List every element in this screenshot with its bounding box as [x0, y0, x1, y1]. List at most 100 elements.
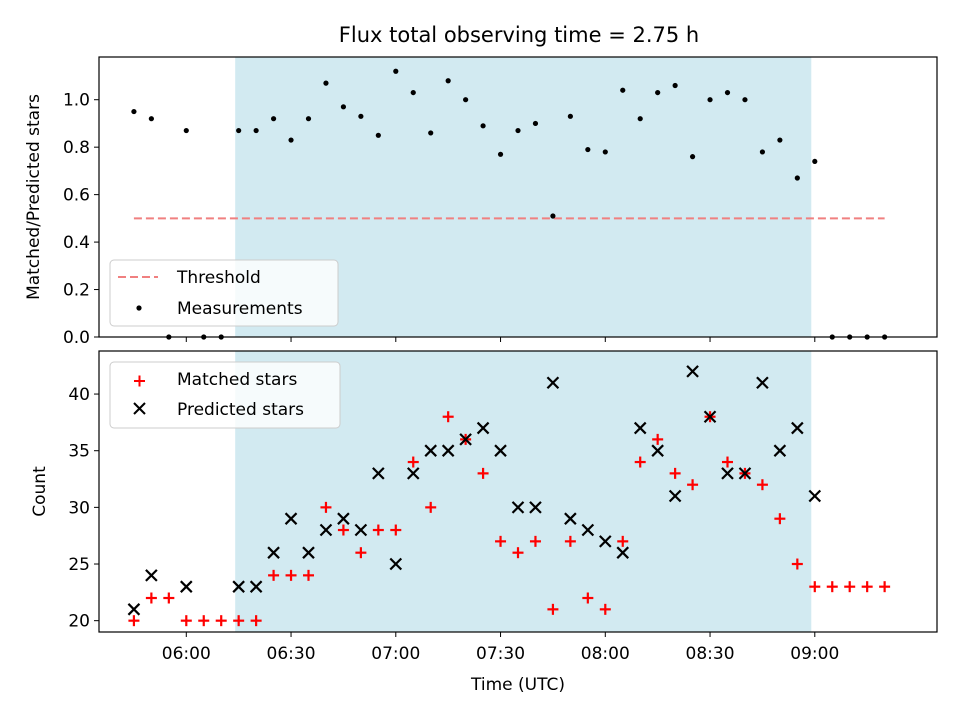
predicted-star-marker: [703, 410, 717, 423]
bottom-y-tick-label: 20: [68, 612, 90, 632]
matched-star-marker: [879, 581, 891, 593]
matched-star-marker: [599, 603, 611, 615]
predicted-star-marker: [232, 580, 245, 593]
measurement-point: [305, 116, 312, 122]
matched-star-marker: [564, 535, 576, 547]
matched-star-marker: [303, 569, 314, 581]
x-axis-label: Time (UTC): [470, 675, 565, 695]
predicted-star-marker: [284, 512, 298, 525]
top-legend-box: [109, 259, 339, 327]
top-y-tick-label: 0.6: [63, 186, 90, 206]
predicted-star-marker: [581, 523, 595, 537]
predicted-star-marker: [441, 444, 455, 457]
measurement-point: [445, 78, 451, 84]
predicted-star-marker: [180, 580, 193, 593]
predicted-star-marker: [459, 433, 472, 446]
matched-star-marker: [512, 547, 524, 559]
x-tick-label: 07:30: [476, 644, 525, 664]
matched-star-marker: [250, 615, 262, 627]
measurement-point: [794, 175, 800, 181]
x-tick-label: 07:00: [371, 644, 420, 664]
matched-star-marker: [390, 524, 402, 536]
matched-star-marker: [215, 615, 227, 627]
predicted-star-marker: [721, 467, 734, 480]
predicted-star-marker: [564, 512, 577, 525]
measurement-point: [585, 146, 591, 153]
matched-star-marker: [337, 524, 349, 536]
predicted-star-marker: [249, 580, 263, 593]
bottom-y-tick-label: 35: [68, 442, 90, 462]
bottom-y-axis-label: Count: [30, 466, 50, 517]
predicted-star-marker: [424, 444, 437, 457]
x-tick-label: 09:00: [790, 644, 839, 664]
matched-star-marker: [791, 558, 803, 570]
measurement-point: [515, 127, 521, 134]
predicted-star-marker: [808, 489, 822, 503]
matched-star-marker: [128, 615, 140, 627]
predicted-star-marker: [319, 523, 333, 537]
bottom-y-tick-label: 25: [68, 555, 90, 575]
matched-star-marker: [652, 433, 664, 445]
predicted-star-marker: [406, 467, 420, 480]
predicted-star-marker: [145, 569, 158, 582]
predicted-star-marker: [127, 603, 141, 616]
legend-predicted-swatch: [133, 402, 146, 415]
measurement-point: [253, 127, 259, 134]
matched-star-marker: [774, 513, 786, 525]
predicted-star-marker: [267, 546, 280, 559]
predicted-star-marker: [511, 501, 525, 514]
measurement-point: [724, 89, 731, 96]
predicted-star-marker: [389, 557, 403, 571]
matched-star-marker: [425, 501, 437, 513]
predicted-star-marker: [599, 535, 612, 548]
matched-star-marker: [617, 535, 629, 547]
top-y-ticks: 0.0 0.2 0.4 0.6 0.8 1.0: [63, 91, 99, 348]
matched-star-marker: [372, 524, 384, 536]
legend-matched-swatch: [134, 375, 145, 387]
matched-star-marker: [547, 603, 559, 615]
predicted-star-marker: [738, 467, 752, 480]
measurement-point: [567, 113, 573, 119]
matched-star-marker: [442, 411, 454, 423]
matched-star-marker: [233, 615, 245, 627]
matched-star-marker: [809, 581, 821, 593]
top-panel: 0.0 0.2 0.4 0.6 0.8 1.0 Matched/Predicted sta…: [24, 56, 938, 348]
top-legend: Threshold Measurements: [109, 259, 339, 327]
matched-star-marker: [722, 456, 733, 468]
matched-star-marker: [756, 479, 768, 491]
predicted-star-marker: [773, 444, 787, 457]
measurement-point: [655, 89, 661, 96]
top-y-tick-label: 1.0: [63, 91, 90, 111]
measurement-point: [323, 80, 329, 86]
top-y-tick-label: 0.2: [63, 281, 90, 301]
measurement-point: [497, 151, 504, 157]
top-y-tick-label: 0.8: [63, 138, 90, 158]
matched-star-marker: [529, 535, 541, 547]
matched-star-marker: [582, 592, 594, 604]
matched-star-marker: [180, 615, 192, 627]
predicted-star-marker: [476, 421, 490, 435]
predicted-star-markers: [127, 365, 822, 616]
bottom-legend-box: [109, 361, 341, 429]
predicted-star-marker: [668, 489, 682, 503]
bottom-axes-frame: [98, 350, 938, 633]
predicted-star-marker: [791, 421, 804, 435]
matched-star-marker: [355, 547, 367, 559]
x-tick-label: 06:00: [162, 644, 211, 664]
measurement-point: [463, 97, 469, 103]
matched-star-marker: [634, 456, 646, 468]
predicted-star-marker: [686, 365, 699, 378]
bottom-y-tick-label: 30: [68, 498, 90, 518]
bottom-y-ticks: 20 25 30 35 40: [68, 385, 99, 632]
top-y-axis-label: Matched/Predicted stars: [24, 94, 44, 300]
bottom-legend: Matched stars Predicted stars: [109, 361, 341, 429]
matched-star-marker: [669, 467, 681, 479]
measurement-point: [428, 130, 434, 136]
bottom-x-ticks: 06:00 06:30 07:00 07:30 08:00 08:30 09:00: [162, 632, 839, 664]
matched-star-marker: [687, 479, 699, 491]
measurement-point: [393, 68, 399, 74]
x-tick-label: 06:30: [267, 644, 316, 664]
matched-star-marker: [268, 569, 280, 581]
measurement-point: [742, 97, 748, 103]
legend-threshold-label: Threshold: [176, 268, 261, 288]
